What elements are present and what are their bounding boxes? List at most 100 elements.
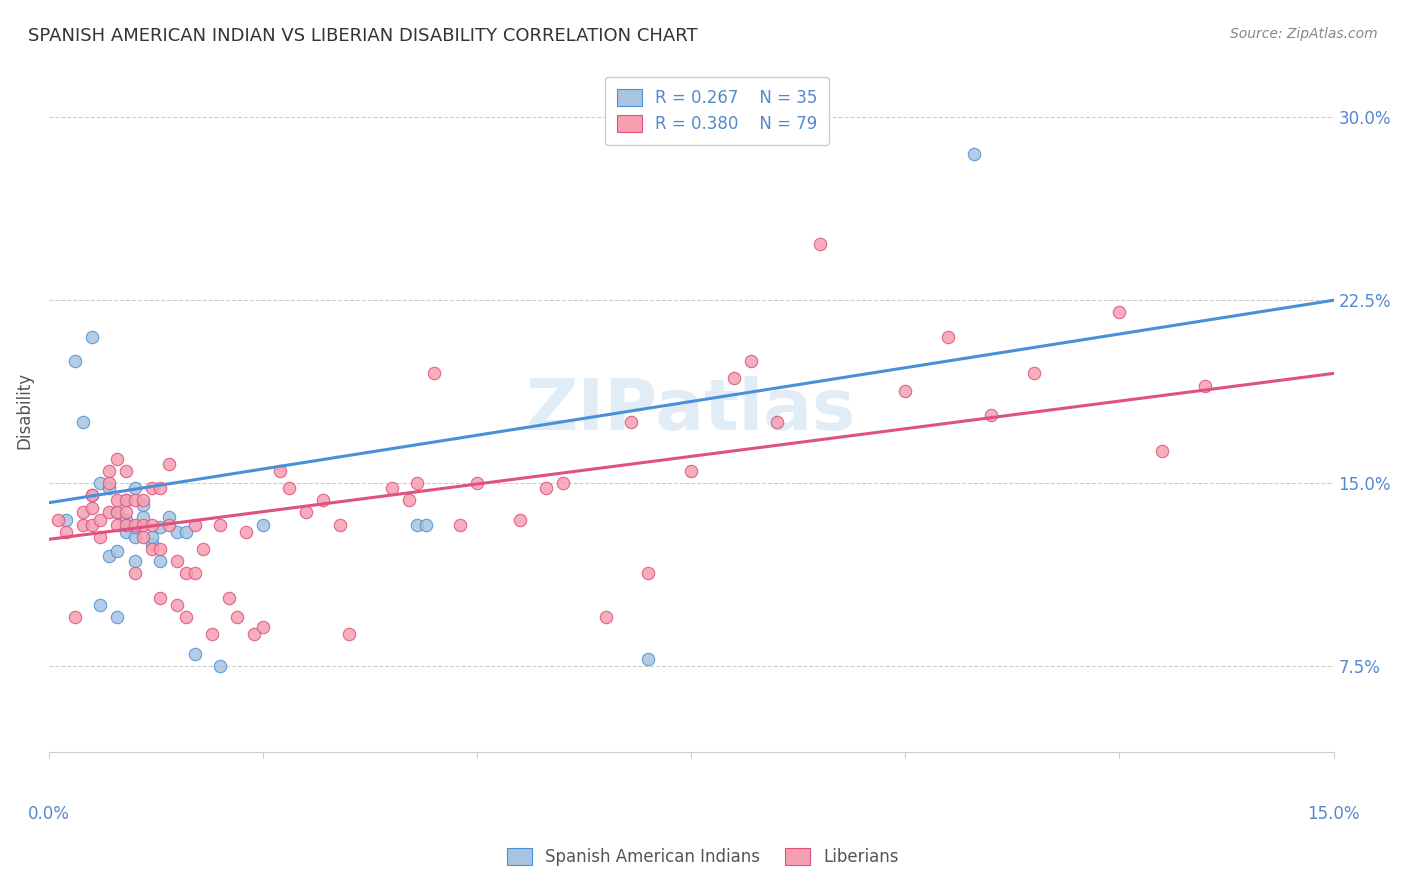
Point [132, 493, 155, 508]
Point [132, 498, 155, 512]
Point [166, 554, 188, 568]
Point [183, 517, 205, 532]
Point [1194, 378, 1216, 392]
Point [166, 524, 188, 539]
Text: 15.0%: 15.0% [1308, 805, 1360, 823]
Point [141, 481, 163, 495]
Point [124, 517, 146, 532]
Point [97, 506, 120, 520]
Point [740, 354, 762, 368]
Point [183, 566, 205, 581]
Point [124, 566, 146, 581]
Point [141, 537, 163, 551]
Point [157, 510, 180, 524]
Point [72, 506, 94, 520]
Point [115, 524, 138, 539]
Point [423, 367, 446, 381]
Point [107, 506, 129, 520]
Point [107, 506, 129, 520]
Point [595, 610, 617, 624]
Point [174, 524, 197, 539]
Point [124, 554, 146, 568]
Point [124, 520, 146, 534]
Point [406, 476, 429, 491]
Point [766, 415, 789, 429]
Point [398, 493, 420, 508]
Point [132, 530, 155, 544]
Point [149, 542, 172, 557]
Point [124, 530, 146, 544]
Point [226, 610, 249, 624]
Point [141, 542, 163, 557]
Point [46, 513, 69, 527]
Point [89, 530, 111, 544]
Point [149, 520, 172, 534]
Point [80, 517, 103, 532]
Point [132, 510, 155, 524]
Point [115, 493, 138, 508]
Point [115, 513, 138, 527]
Text: 0.0%: 0.0% [28, 805, 70, 823]
Point [149, 554, 172, 568]
Point [141, 530, 163, 544]
Y-axis label: Disability: Disability [15, 371, 32, 449]
Point [509, 513, 531, 527]
Point [80, 488, 103, 502]
Point [174, 610, 197, 624]
Point [124, 493, 146, 508]
Point [55, 524, 77, 539]
Point [406, 517, 429, 532]
Point [723, 371, 745, 385]
Text: ZIPatlas: ZIPatlas [526, 376, 856, 444]
Point [157, 517, 180, 532]
Point [80, 330, 103, 344]
Point [89, 598, 111, 612]
Point [295, 506, 318, 520]
Point [157, 457, 180, 471]
Point [89, 476, 111, 491]
Point [107, 451, 129, 466]
Point [637, 652, 659, 666]
Point [141, 517, 163, 532]
Point [277, 481, 299, 495]
Point [1152, 444, 1174, 458]
Point [963, 147, 986, 161]
Point [55, 513, 77, 527]
Point [97, 476, 120, 491]
Point [149, 591, 172, 605]
Point [329, 517, 352, 532]
Point [201, 627, 224, 641]
Point [166, 598, 188, 612]
Point [191, 542, 214, 557]
Point [380, 481, 402, 495]
Legend: R = 0.267    N = 35, R = 0.380    N = 79: R = 0.267 N = 35, R = 0.380 N = 79 [605, 77, 830, 145]
Point [681, 464, 703, 478]
Text: SPANISH AMERICAN INDIAN VS LIBERIAN DISABILITY CORRELATION CHART: SPANISH AMERICAN INDIAN VS LIBERIAN DISA… [28, 27, 697, 45]
Point [115, 506, 138, 520]
Point [269, 464, 291, 478]
Point [243, 627, 266, 641]
Point [115, 517, 138, 532]
Point [415, 517, 437, 532]
Point [449, 517, 471, 532]
Point [252, 620, 274, 634]
Legend: Spanish American Indians, Liberians: Spanish American Indians, Liberians [499, 840, 907, 875]
Point [72, 517, 94, 532]
Point [63, 354, 86, 368]
Point [1108, 305, 1130, 319]
Point [465, 476, 488, 491]
Point [551, 476, 574, 491]
Point [124, 481, 146, 495]
Point [132, 517, 155, 532]
Point [89, 513, 111, 527]
Point [149, 481, 172, 495]
Text: Source: ZipAtlas.com: Source: ZipAtlas.com [1230, 27, 1378, 41]
Point [183, 647, 205, 661]
Point [209, 659, 232, 673]
Point [936, 330, 959, 344]
Point [808, 237, 831, 252]
Point [72, 415, 94, 429]
Point [115, 464, 138, 478]
Point [312, 493, 335, 508]
Point [80, 488, 103, 502]
